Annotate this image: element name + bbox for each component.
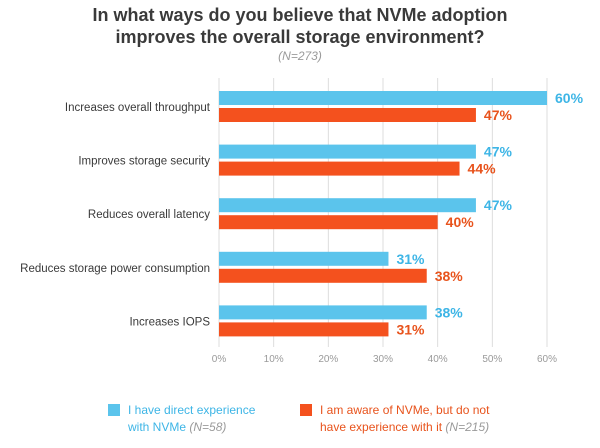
category-label: Reduces overall latency	[88, 209, 210, 221]
bar-direct-experience	[219, 305, 427, 320]
data-label: 31%	[396, 321, 425, 337]
legend-n-aware: (N=215)	[445, 420, 490, 434]
category-label: Increases IOPS	[129, 316, 210, 328]
x-tick-label: 30%	[373, 354, 393, 365]
chart-title: In what ways do you believe that NVMe ad…	[0, 4, 600, 48]
data-label: 31%	[396, 251, 425, 267]
x-tick-label: 20%	[318, 354, 338, 365]
legend-label-direct-line-1: I have direct experience	[128, 403, 256, 417]
bar-direct-experience	[219, 198, 476, 213]
data-label: 38%	[435, 304, 464, 320]
category-label: Improves storage security	[78, 156, 210, 168]
data-label: 47%	[484, 197, 513, 213]
bar-direct-experience	[219, 91, 547, 105]
category-label: Increases overall throughput	[65, 102, 211, 114]
category-label: Reduces storage power consumption	[20, 263, 210, 275]
data-label: 47%	[484, 107, 513, 123]
chart-title-line-2: improves the overall storage environment…	[115, 27, 485, 47]
data-label: 44%	[468, 161, 497, 177]
x-tick-label: 50%	[482, 354, 502, 365]
x-tick-label: 60%	[537, 354, 557, 365]
bar-aware-no-experience	[219, 268, 427, 283]
x-tick-label: 40%	[428, 354, 448, 365]
bar-aware-no-experience	[219, 322, 389, 337]
bar-aware-no-experience	[219, 161, 460, 176]
data-label: 47%	[484, 144, 513, 160]
bar-direct-experience	[219, 251, 389, 266]
bar-direct-experience	[219, 144, 476, 159]
x-tick-label: 10%	[264, 354, 284, 365]
bar-aware-no-experience	[219, 215, 438, 230]
chart-subtitle: (N=273)	[278, 49, 322, 63]
legend-swatch-aware	[300, 404, 312, 416]
legend-label-aware-line-2: have experience with it	[320, 420, 443, 434]
x-tick-label: 0%	[212, 354, 227, 365]
data-label: 60%	[555, 90, 584, 106]
legend-swatch-direct	[108, 404, 120, 416]
bar-aware-no-experience	[219, 108, 476, 122]
data-label: 38%	[435, 268, 464, 284]
legend-label-aware-line-1: I am aware of NVMe, but do not	[320, 403, 490, 417]
data-label: 40%	[446, 214, 475, 230]
chart-title-line-1: In what ways do you believe that NVMe ad…	[92, 5, 508, 25]
legend-label-direct-line-2: with NVMe	[128, 420, 187, 434]
legend-n-direct: (N=58)	[189, 420, 227, 434]
